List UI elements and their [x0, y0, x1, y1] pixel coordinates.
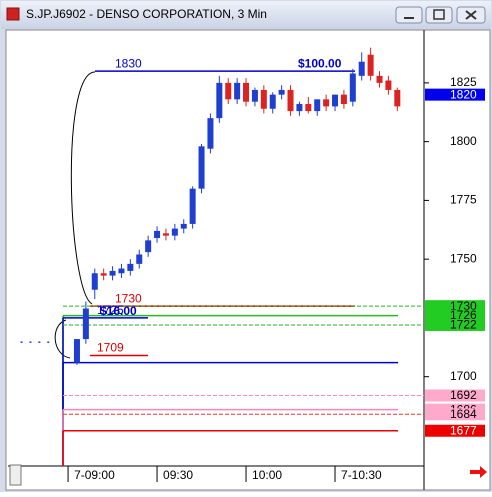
y-tick-label: 1700 — [450, 369, 477, 383]
chart-panel — [5, 29, 491, 491]
price-tag-label: 1684 — [450, 407, 477, 421]
candle-body — [278, 89, 285, 95]
candle-body — [323, 99, 330, 107]
level-label: 1709 — [97, 341, 124, 355]
candle-body — [332, 94, 339, 107]
candle-body — [91, 273, 98, 290]
level-note: $100.00 — [298, 56, 342, 70]
candle-body — [394, 89, 401, 107]
candle-body — [287, 89, 294, 112]
candle-body — [296, 104, 303, 112]
y-tick-label: 1775 — [450, 193, 477, 207]
candle-body — [234, 82, 241, 100]
candle-body — [118, 268, 125, 274]
level-note: $16.00 — [100, 304, 137, 318]
price-tag-label: 1820 — [450, 87, 477, 101]
candle-body — [38, 341, 41, 343]
candle-body — [305, 104, 312, 112]
candle-body — [145, 240, 152, 253]
x-tick-label: 7-09:00 — [74, 468, 115, 482]
level-label: 1830 — [115, 56, 142, 70]
candle-body — [251, 89, 258, 102]
candle-body — [358, 61, 365, 76]
candle-body — [340, 94, 347, 105]
y-tick-label: 1800 — [450, 134, 477, 148]
price-tag-label: 1677 — [450, 423, 477, 437]
candle-body — [136, 254, 143, 264]
candle-body — [73, 339, 80, 363]
window-buttons[interactable] — [395, 6, 486, 24]
price-tag-label: 1692 — [450, 388, 477, 402]
candle-body — [29, 341, 32, 343]
y-tick-label: 1750 — [450, 251, 477, 265]
y-tick-label: 1825 — [450, 75, 477, 89]
level-label: 1725 — [97, 303, 124, 317]
candle-body — [198, 146, 205, 189]
candle-body — [243, 82, 250, 102]
scroll-handle[interactable] — [9, 464, 22, 486]
candle-body — [349, 73, 356, 102]
candle-body — [207, 118, 214, 149]
candle-body — [260, 89, 267, 109]
price-tag — [425, 424, 485, 437]
candle-body — [82, 308, 89, 340]
minimize-button[interactable] — [395, 6, 423, 24]
candle-body — [127, 263, 134, 271]
candle-body — [100, 273, 107, 276]
price-tag-label: 1730 — [450, 299, 477, 313]
price-tag — [425, 318, 485, 331]
price-tag — [425, 300, 485, 313]
candle-body — [109, 270, 116, 276]
price-tag-label: 1726 — [450, 308, 477, 322]
candle-body — [162, 233, 169, 236]
candle-body — [20, 341, 23, 343]
candle-body — [269, 94, 276, 109]
price-tag — [425, 389, 485, 402]
candle-body — [367, 54, 374, 76]
candle-body — [154, 230, 161, 239]
candle-body — [376, 75, 383, 83]
price-tag — [425, 309, 485, 322]
price-tag-label: 1722 — [450, 318, 477, 332]
candle-body — [189, 188, 196, 224]
drawing-curve — [54, 319, 71, 359]
price-tag — [425, 88, 485, 101]
window-title: S.JP.J6902 - DENSO CORPORATION, 3 Min — [26, 7, 267, 21]
scroll-arrow[interactable] — [470, 466, 487, 478]
maximize-button[interactable] — [425, 6, 453, 24]
x-tick-label: 7-10:30 — [341, 468, 382, 482]
price-tag — [425, 408, 485, 421]
drawing-curve — [70, 71, 96, 305]
candle-body — [180, 223, 187, 229]
candle-body — [225, 82, 232, 100]
app-icon — [6, 7, 20, 21]
x-tick-label: 09:30 — [163, 468, 193, 482]
candle-body — [314, 99, 321, 112]
level-label: 1730 — [115, 291, 142, 305]
candle-body — [385, 80, 392, 90]
candle-body — [47, 341, 50, 343]
x-tick-label: 10:00 — [252, 468, 282, 482]
candle-body — [171, 228, 178, 236]
candle-body — [216, 82, 223, 119]
